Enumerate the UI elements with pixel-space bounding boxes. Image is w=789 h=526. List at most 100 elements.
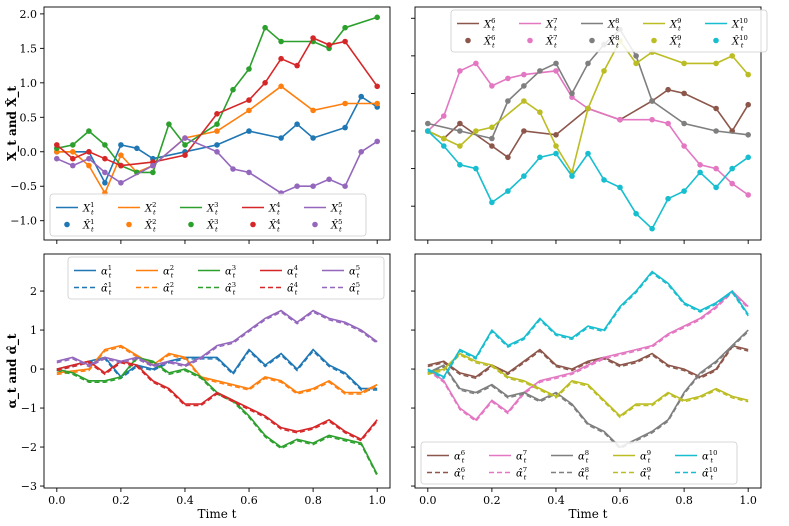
series-point-X10 — [441, 143, 447, 149]
y-tick-label: −0.5 — [10, 180, 37, 193]
series-hat-line-a10 — [427, 272, 749, 380]
series-hat-line-a6 — [427, 346, 749, 380]
series-point-X8 — [521, 83, 527, 89]
series-point-X4 — [182, 152, 188, 158]
series-point-X10 — [425, 128, 431, 134]
series-point-X4 — [294, 62, 300, 69]
y-axis-label: α_t and α̂_t — [5, 333, 20, 408]
y-tick-label: −2 — [21, 441, 37, 454]
plot-area — [427, 270, 749, 450]
legend-hat-label-a5: α̂5 t — [349, 281, 360, 297]
series-hat-line-a2 — [56, 346, 378, 395]
series-point-X6 — [489, 143, 495, 149]
legend: α6 tα̂6 t α7 tα̂7 t α8 tα̂8 t α9 tα̂9 t α10 tα̂10 t — [420, 441, 738, 485]
series-point-X8 — [633, 53, 639, 59]
series-point-X4 — [310, 35, 316, 41]
legend-label-X10: X10 t — [731, 17, 748, 33]
series-line-X9 — [427, 39, 749, 175]
series-point-X7 — [681, 143, 687, 149]
series-point-X9 — [745, 71, 751, 78]
series-point-X2 — [310, 107, 316, 114]
series-point-X7 — [553, 68, 559, 74]
series-point-X6 — [553, 132, 559, 138]
panel-top-left: −1.0−0.50.00.51.01.52.0X_t and X̂_tX1 tX̂… — [4, 6, 391, 244]
axes-frame — [43, 253, 391, 489]
series-point-X5 — [230, 166, 236, 172]
series-point-X2 — [278, 83, 284, 90]
y-tick-label: 0 — [30, 363, 37, 376]
series-point-X8 — [425, 120, 431, 127]
series-point-X2 — [86, 162, 92, 169]
series-point-X7 — [473, 60, 479, 67]
series-point-X9 — [713, 60, 719, 67]
series-point-X10 — [713, 184, 719, 191]
series-hat-line-a7 — [427, 291, 749, 423]
series-point-X3 — [342, 24, 348, 31]
series-point-X9 — [537, 109, 543, 115]
series-point-X6 — [713, 105, 719, 112]
legend-hat-marker-X3 — [188, 221, 194, 228]
legend-hat-marker-X2 — [126, 221, 132, 228]
series-point-X8 — [585, 60, 591, 67]
series-line-X10 — [427, 130, 749, 230]
legend-hat-label-X3: X̂3 t — [206, 218, 218, 234]
legend-label-a9: α9 t — [640, 449, 651, 465]
legend: α1 tα̂1 t α2 tα̂2 t α3 tα̂3 t α4 tα̂4 t α5 tα̂5 t — [67, 256, 385, 300]
legend-label-X2: X2 t — [144, 201, 156, 217]
legend-label-X9: X9 t — [669, 17, 681, 33]
x-tick-label: 0.4 — [547, 494, 565, 507]
legend-hat-label-X1: X̂1 t — [82, 218, 94, 234]
series-point-X10 — [745, 154, 751, 161]
series-point-X5 — [310, 183, 316, 189]
series-point-X10 — [681, 188, 687, 194]
legend-hat-marker-X10 — [713, 37, 719, 44]
series-point-X10 — [729, 165, 735, 172]
series-point-X4 — [374, 83, 381, 90]
series-point-X9 — [441, 135, 447, 142]
series-point-X9 — [633, 60, 639, 67]
series-point-X1 — [214, 142, 220, 148]
series-line-a5 — [56, 309, 378, 366]
series-point-X5 — [102, 169, 108, 176]
series-point-X7 — [745, 192, 751, 198]
series-point-X5 — [86, 155, 92, 162]
series-point-X1 — [358, 93, 365, 100]
series-point-X5 — [150, 162, 156, 169]
x-tick-label: 0.2 — [483, 494, 501, 507]
series-point-X10 — [457, 162, 463, 168]
series-point-X9 — [729, 53, 735, 59]
series-point-X8 — [713, 128, 719, 134]
x-tick-label: 0.2 — [112, 494, 130, 507]
series-hat-line-a8 — [427, 331, 749, 450]
series-line-a6 — [427, 344, 749, 378]
series-point-X2 — [246, 107, 252, 114]
series-point-X1 — [294, 121, 300, 127]
series-point-X5 — [246, 169, 252, 176]
legend-label-a1: α1 t — [101, 264, 112, 280]
series-point-X8 — [553, 60, 559, 67]
series-point-X10 — [521, 173, 527, 179]
legend-label-a7: α7 t — [516, 449, 527, 465]
series-point-X6 — [521, 128, 527, 134]
legend-label-a2: α2 t — [163, 264, 174, 280]
series-point-X7 — [617, 116, 623, 123]
series-point-X6 — [745, 101, 751, 108]
series-point-X10 — [569, 173, 575, 179]
axes-frame — [414, 6, 762, 241]
series-point-X7 — [713, 165, 719, 172]
legend-hat-label-a3: α̂3 t — [225, 281, 236, 297]
x-tick-label: 0.0 — [419, 494, 437, 507]
series-point-X3 — [374, 14, 381, 21]
series-line-a4 — [56, 360, 378, 441]
legend-label-X8: X8 t — [607, 17, 619, 33]
series-point-X7 — [441, 113, 447, 119]
legend-hat-marker-X6 — [465, 37, 471, 44]
y-tick-label: 1 — [30, 324, 37, 337]
series-point-X1 — [310, 135, 316, 141]
legend-hat-marker-X9 — [651, 37, 657, 44]
series-point-X8 — [537, 68, 543, 74]
x-axis-label: Time t — [569, 507, 608, 521]
series-point-X5 — [294, 183, 300, 189]
x-tick-label: 0.4 — [176, 494, 194, 507]
